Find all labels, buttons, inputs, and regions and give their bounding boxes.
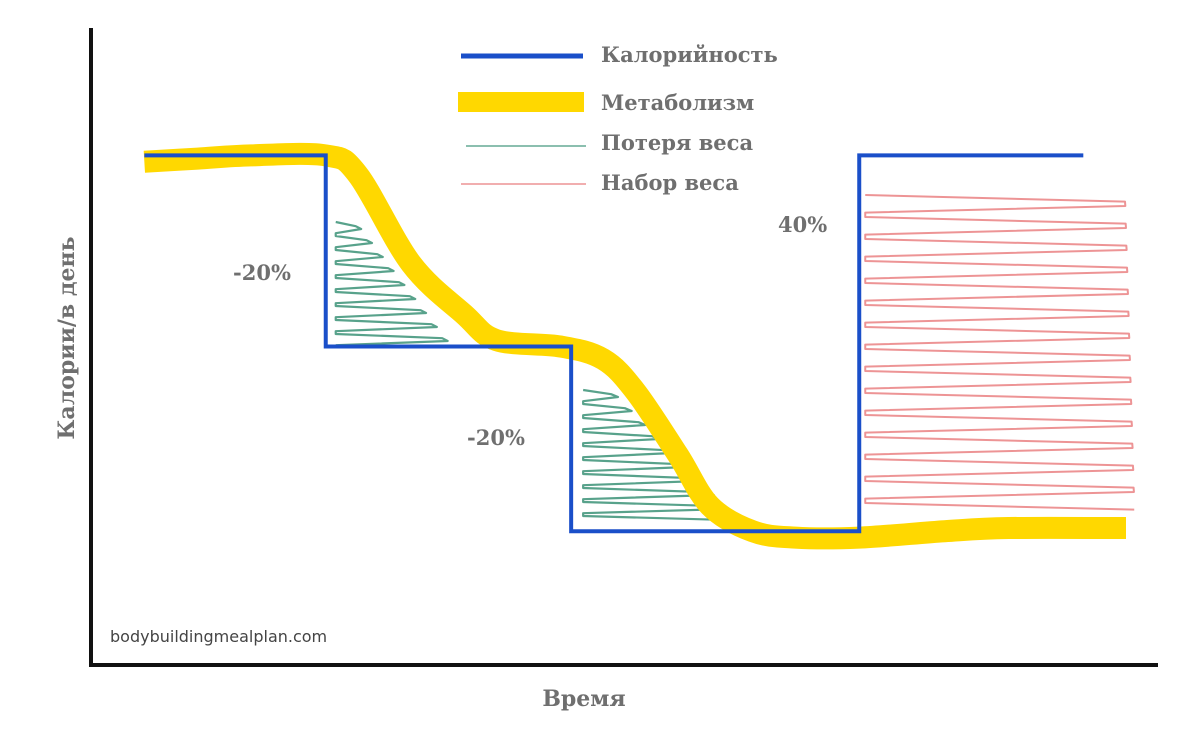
series-calories: [144, 153, 1084, 534]
weight-loss-area-1-stroke: [334, 220, 449, 347]
source-watermark: bodybuildingmealplan.com: [110, 627, 327, 646]
weight-gain-area: [864, 194, 1135, 511]
annotation-drop-2: -20%: [467, 425, 525, 450]
legend-label-weight-loss: Потеря веса: [601, 130, 753, 155]
annotation-drop-1: -20%: [233, 260, 291, 285]
legend-label-weight-gain: Набор веса: [601, 170, 739, 195]
y-axis-title: Калории/в день: [54, 236, 80, 439]
weight-gain-area-stroke: [864, 194, 1135, 511]
weight-loss-area-2: [582, 388, 735, 522]
series-metabolism: [143, 142, 1126, 550]
series-layer: [143, 142, 1126, 550]
legend: Калорийность Метаболизм Потеря веса Набо…: [458, 42, 778, 195]
annotation-rise: 40%: [778, 212, 827, 237]
weight-loss-area-2-stroke: [582, 388, 735, 522]
legend-label-metabolism: Метаболизм: [601, 90, 754, 115]
legend-label-calories: Калорийность: [601, 42, 778, 67]
weight-loss-area-1: [334, 220, 449, 347]
x-axis-title: Время: [542, 686, 625, 712]
shaded-regions: [334, 194, 1135, 522]
